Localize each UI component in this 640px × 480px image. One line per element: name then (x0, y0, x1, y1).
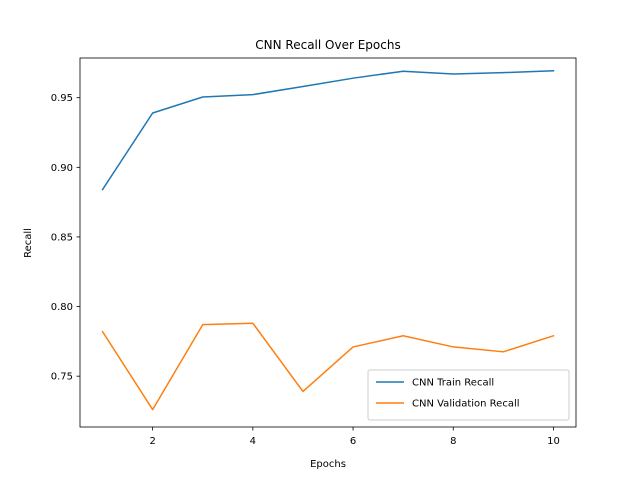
legend-box (367, 369, 570, 421)
y-tick-label: 0.75 (51, 372, 73, 383)
plot-area (101, 70, 555, 411)
x-tick-label: 10 (547, 436, 560, 447)
y-tick-label: 0.85 (51, 232, 73, 243)
x-tick-label: 6 (350, 436, 356, 447)
legend-label-2: CNN Validation Recall (412, 399, 520, 410)
series-line-2 (101, 322, 555, 411)
chart-title: CNN Recall Over Epochs (255, 38, 400, 52)
axes: 2 4 6 8 10 0.75 0.80 0.85 0.90 0.95 (51, 57, 577, 447)
x-axis-label: Epochs (310, 459, 346, 470)
y-tick-label: 0.90 (51, 163, 73, 174)
legend: CNN Train Recall CNN Validation Recall (367, 369, 570, 421)
series-line-1 (101, 70, 555, 191)
axes-frame (79, 57, 577, 428)
y-axis-label: Recall (23, 228, 34, 258)
x-tick-label: 8 (450, 436, 456, 447)
legend-label-1: CNN Train Recall (412, 378, 494, 389)
x-tick-label: 2 (149, 436, 155, 447)
x-tick-label: 4 (250, 436, 256, 447)
y-tick-label: 0.80 (51, 302, 73, 313)
y-tick-label: 0.95 (51, 93, 73, 104)
